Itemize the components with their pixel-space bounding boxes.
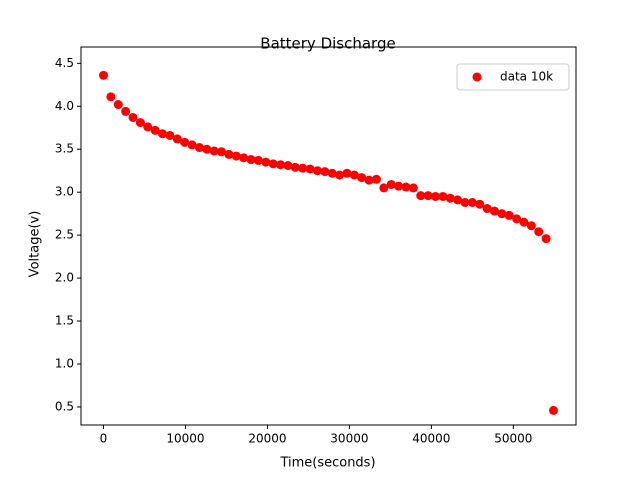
point bbox=[504, 210, 514, 220]
point bbox=[194, 143, 204, 153]
point bbox=[209, 146, 219, 156]
point bbox=[202, 144, 212, 154]
point bbox=[512, 214, 522, 224]
point bbox=[180, 137, 190, 147]
point bbox=[364, 175, 374, 185]
point bbox=[99, 70, 108, 80]
point bbox=[519, 217, 529, 227]
point bbox=[371, 174, 381, 184]
y-tick-label: 1.5 bbox=[55, 314, 74, 328]
point bbox=[320, 167, 330, 177]
point bbox=[121, 106, 131, 116]
point bbox=[298, 163, 308, 173]
y-tick-label: 1.0 bbox=[55, 357, 74, 371]
y-axis-label: Voltage(v) bbox=[28, 211, 43, 278]
point bbox=[430, 191, 440, 201]
point bbox=[158, 129, 168, 139]
point bbox=[239, 153, 249, 163]
point bbox=[128, 112, 138, 122]
y-tick-label: 2.5 bbox=[55, 228, 74, 242]
x-tick-label: 20000 bbox=[248, 432, 286, 446]
point bbox=[106, 92, 116, 102]
point bbox=[408, 183, 418, 193]
y-tick-label: 3.0 bbox=[55, 185, 74, 199]
point bbox=[224, 149, 234, 159]
y-tick-label: 4.5 bbox=[55, 56, 74, 70]
point bbox=[482, 204, 492, 214]
point bbox=[534, 227, 544, 237]
legend-box bbox=[456, 63, 570, 91]
point bbox=[172, 134, 182, 144]
point bbox=[460, 197, 470, 207]
point bbox=[386, 179, 396, 189]
point bbox=[394, 181, 404, 191]
point bbox=[276, 160, 286, 170]
point bbox=[113, 100, 123, 110]
point bbox=[453, 195, 463, 205]
point bbox=[342, 168, 352, 178]
x-tick-label: 0 bbox=[100, 432, 108, 446]
point bbox=[541, 234, 551, 244]
point bbox=[549, 405, 558, 415]
point bbox=[438, 191, 448, 201]
point bbox=[305, 164, 315, 174]
point bbox=[312, 166, 322, 176]
point bbox=[231, 151, 241, 161]
point bbox=[246, 155, 256, 165]
x-tick-label: 10000 bbox=[166, 432, 204, 446]
point bbox=[150, 125, 160, 135]
point bbox=[135, 118, 145, 128]
point bbox=[467, 197, 477, 207]
x-tick-label: 50000 bbox=[494, 432, 532, 446]
point bbox=[143, 122, 153, 132]
point bbox=[423, 191, 433, 201]
x-axis-label: Time(seconds) bbox=[279, 456, 375, 471]
chart-title: Battery Discharge bbox=[260, 35, 395, 53]
point bbox=[445, 193, 455, 203]
x-tick-label: 30000 bbox=[330, 432, 368, 446]
y-tick-label: 0.5 bbox=[55, 399, 74, 413]
point bbox=[290, 162, 300, 172]
point bbox=[283, 161, 293, 171]
point bbox=[379, 183, 389, 193]
point bbox=[416, 191, 426, 201]
point bbox=[497, 209, 507, 219]
y-tick-label: 4.0 bbox=[55, 99, 74, 113]
point bbox=[335, 170, 345, 180]
point bbox=[526, 221, 536, 231]
point bbox=[253, 155, 263, 165]
point bbox=[349, 170, 359, 180]
y-tick-label: 2.0 bbox=[55, 271, 74, 285]
x-tick-label: 40000 bbox=[412, 432, 450, 446]
point bbox=[217, 147, 227, 157]
point bbox=[357, 173, 367, 183]
legend-label: data 10k bbox=[500, 70, 553, 84]
point bbox=[489, 206, 499, 216]
point bbox=[261, 157, 271, 167]
point bbox=[475, 199, 485, 209]
point bbox=[327, 168, 337, 178]
point bbox=[401, 182, 411, 192]
y-tick-label: 3.5 bbox=[55, 142, 74, 156]
legend-marker bbox=[472, 72, 482, 82]
point bbox=[268, 159, 278, 169]
point bbox=[187, 140, 197, 150]
point bbox=[165, 130, 175, 140]
plot-frame bbox=[80, 46, 577, 426]
